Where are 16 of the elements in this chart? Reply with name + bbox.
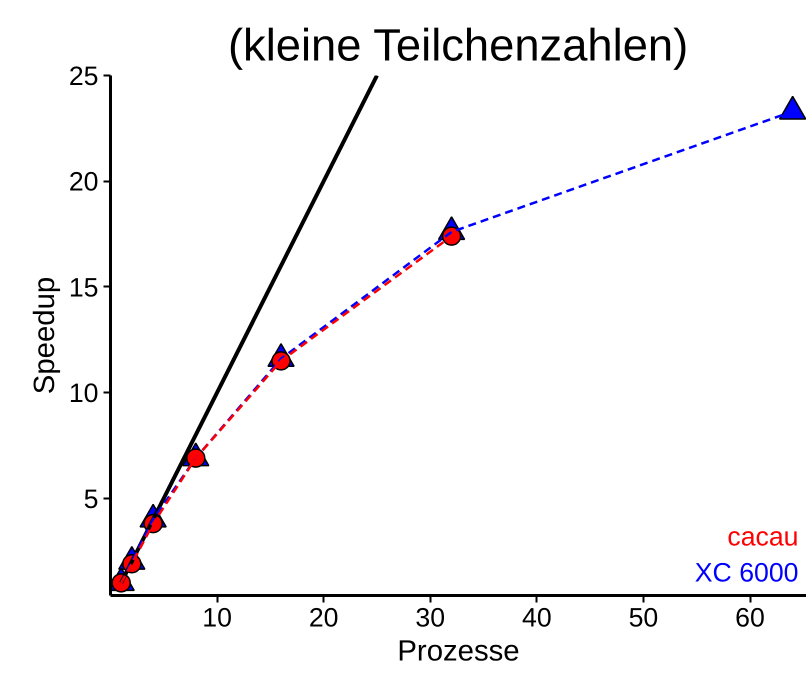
x-tick-label: 50 [628, 602, 658, 632]
y-tick-label: 20 [68, 166, 99, 197]
y-tick-label: 5 [84, 484, 99, 514]
y-tick-label: 25 [68, 61, 99, 91]
x-tick-label: 10 [202, 602, 232, 632]
text: XC 6000 [694, 558, 799, 588]
y-tick-label: 10 [68, 378, 99, 408]
chart-title: (kleine Teilchenzahlen) [228, 20, 688, 70]
x-tick-label: 60 [735, 602, 765, 632]
y-tick-label: 15 [68, 272, 99, 302]
x-axis-title: Prozesse [397, 634, 520, 668]
y-axis-title: Speedup [28, 276, 61, 394]
text: cacau [727, 522, 799, 552]
x-tick-label: 20 [308, 602, 338, 632]
x-tick-label: 40 [522, 602, 552, 632]
x-tick-label: 30 [415, 602, 446, 632]
